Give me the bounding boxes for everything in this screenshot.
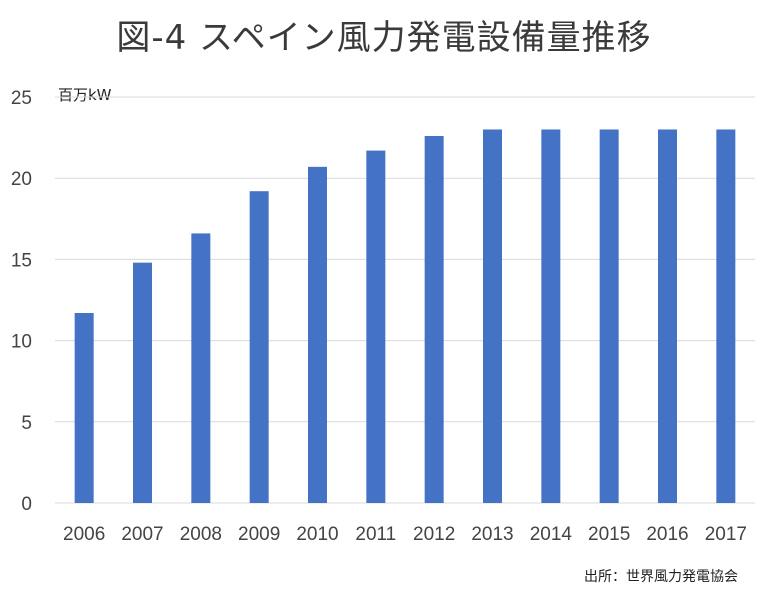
y-tick-label: 0: [21, 494, 32, 515]
bar-2008: [191, 233, 211, 503]
x-tick-label: 2015: [588, 524, 630, 545]
source-note: 出所：世界風力発電協会: [584, 569, 738, 585]
y-axis-unit-label: 百万kW: [58, 86, 112, 104]
bar-2011: [366, 150, 386, 504]
bar-2006: [74, 312, 94, 503]
x-tick-label: 2006: [63, 524, 105, 545]
x-tick-label: 2012: [413, 524, 455, 545]
bar-2016: [658, 129, 677, 504]
x-tick-label: 2013: [471, 524, 513, 545]
bar-2015: [599, 129, 619, 504]
x-tick-label: 2007: [121, 524, 163, 545]
x-tick-label: 2009: [238, 524, 280, 545]
x-tick-label: 2010: [296, 524, 338, 545]
y-tick-label: 25: [11, 88, 32, 109]
x-tick-label: 2008: [180, 524, 222, 545]
x-tick-label: 2017: [705, 524, 747, 545]
y-tick-label: 15: [11, 250, 32, 271]
y-tick-label: 10: [11, 332, 32, 353]
x-tick-label: 2014: [530, 524, 573, 545]
x-tick-label: 2011: [355, 524, 396, 545]
bar-2010: [308, 166, 327, 503]
chart-title: 図-4 スペイン風力発電設備量推移: [116, 18, 652, 58]
y-tick-label: 5: [21, 413, 32, 434]
bar-2014: [541, 129, 561, 504]
y-tick-label: 20: [11, 169, 32, 190]
bar-2009: [249, 191, 269, 503]
bar-2012: [424, 135, 444, 503]
bar-2007: [133, 262, 152, 503]
x-tick-label: 2016: [646, 524, 688, 545]
bar-2013: [483, 129, 502, 504]
bar-2017: [716, 129, 736, 504]
